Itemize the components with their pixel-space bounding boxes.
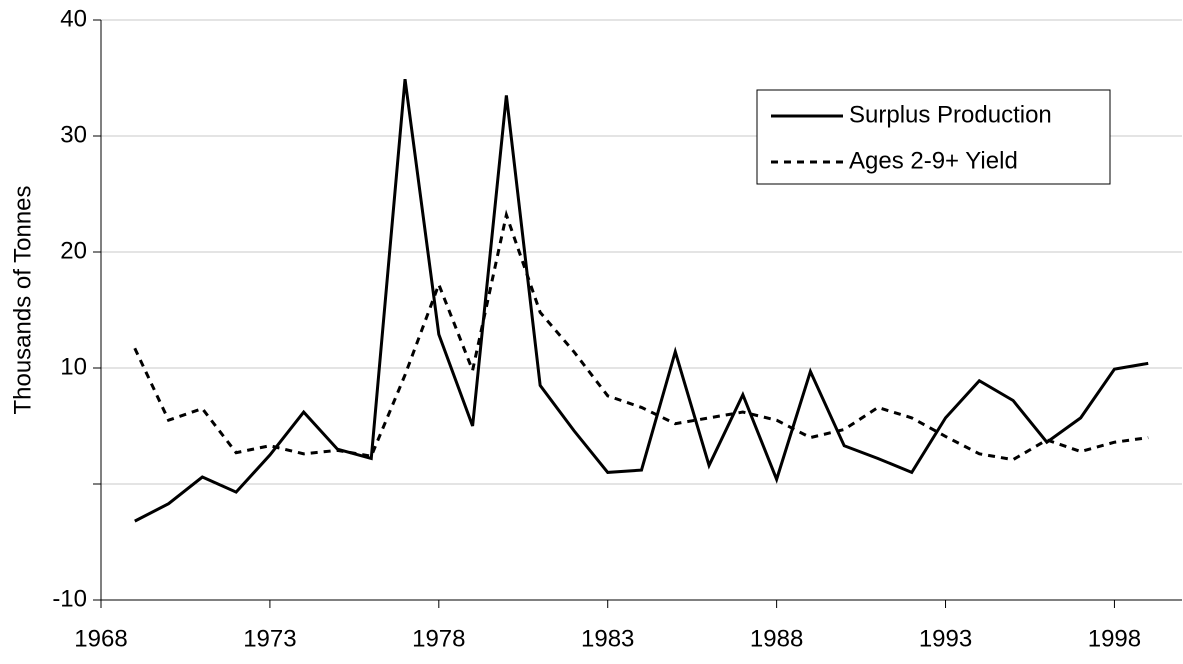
x-tick-label: 1993 [919,625,972,652]
x-tick-label: 1988 [750,625,803,652]
y-tick-label: 10 [60,353,87,380]
y-tick-label: 20 [60,237,87,264]
y-tick-label: -10 [52,585,87,612]
legend-label: Surplus Production [849,101,1052,128]
x-tick-label: 1978 [412,625,465,652]
x-tick-label: 1968 [74,625,127,652]
x-tick-label: 1973 [243,625,296,652]
legend-box [756,89,1111,185]
x-tick-label: 1998 [1088,625,1141,652]
y-axis-label: Thousands of Tonnes [9,185,36,414]
series-line [134,78,1149,523]
legend-label: Ages 2-9+ Yield [849,147,1018,174]
y-tick-label: 30 [60,121,87,148]
series-line [133,209,1149,462]
y-tick-label: 40 [60,5,87,32]
x-tick-label: 1983 [581,625,634,652]
